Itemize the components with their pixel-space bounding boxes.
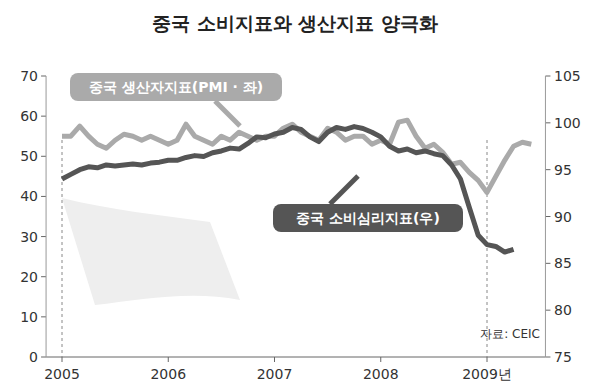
source: 자료: CEIC bbox=[480, 327, 540, 341]
x-tick-label: 2008 bbox=[363, 366, 399, 382]
callout-line bbox=[330, 176, 358, 204]
x-tick bbox=[380, 357, 381, 362]
plot-area bbox=[62, 120, 531, 252]
y2-tick-label: 95 bbox=[554, 162, 572, 178]
legend-box bbox=[70, 73, 282, 101]
y2-tick bbox=[545, 169, 550, 170]
y2-tick-label: 85 bbox=[554, 255, 572, 271]
y2-tick bbox=[545, 216, 550, 217]
y-tick-label: 70 bbox=[20, 68, 38, 84]
y2-tick-label: 100 bbox=[554, 115, 581, 131]
legend-label: 중국 생산자지표(PMI · 좌) bbox=[89, 79, 263, 95]
y-tick bbox=[41, 76, 46, 77]
y2-tick-label: 90 bbox=[554, 209, 572, 225]
y2-tick bbox=[545, 76, 550, 77]
series-line bbox=[62, 127, 514, 253]
x-tick-label: 2006 bbox=[150, 366, 186, 382]
y2-tick bbox=[545, 122, 550, 123]
y-tick bbox=[41, 276, 46, 277]
y-tick-label: 10 bbox=[20, 309, 38, 325]
y-axis bbox=[46, 76, 47, 357]
y2-tick bbox=[545, 357, 550, 358]
legend-box bbox=[273, 204, 463, 232]
x-tick bbox=[487, 357, 488, 362]
y-tick-label: 20 bbox=[20, 269, 38, 285]
x-tick-label: 2005 bbox=[44, 366, 80, 382]
title: 중국 소비지표와 생산지표 양극화 bbox=[152, 12, 438, 34]
y-tick-label: 30 bbox=[20, 229, 38, 245]
y-tick-label: 60 bbox=[20, 108, 38, 124]
y-tick-label: 40 bbox=[20, 188, 38, 204]
x-tick-label: 2009년 bbox=[462, 366, 512, 382]
x-marker-line bbox=[487, 140, 488, 357]
legend-label: 중국 소비심리지표(우) bbox=[296, 210, 440, 226]
y2-tick-label: 75 bbox=[554, 349, 572, 365]
y-tick-label: 0 bbox=[29, 349, 38, 365]
y-tick bbox=[41, 116, 46, 117]
y-tick bbox=[41, 236, 46, 237]
x-tick-label: 2007 bbox=[257, 366, 293, 382]
y-tick bbox=[41, 156, 46, 157]
flag-decoration bbox=[62, 198, 240, 305]
y-tick-label: 50 bbox=[20, 148, 38, 164]
y2-tick-label: 80 bbox=[554, 302, 572, 318]
y2-tick-label: 105 bbox=[554, 68, 581, 84]
y-tick bbox=[41, 196, 46, 197]
y-tick bbox=[41, 316, 46, 317]
y2-axis bbox=[545, 76, 546, 357]
callout-line bbox=[215, 101, 240, 126]
x-tick bbox=[274, 357, 275, 362]
x-tick bbox=[62, 357, 63, 362]
y2-tick bbox=[545, 310, 550, 311]
x-axis bbox=[46, 357, 545, 358]
y-tick bbox=[41, 357, 46, 358]
x-tick bbox=[168, 357, 169, 362]
y2-tick bbox=[545, 263, 550, 264]
x-marker-line bbox=[62, 140, 63, 357]
